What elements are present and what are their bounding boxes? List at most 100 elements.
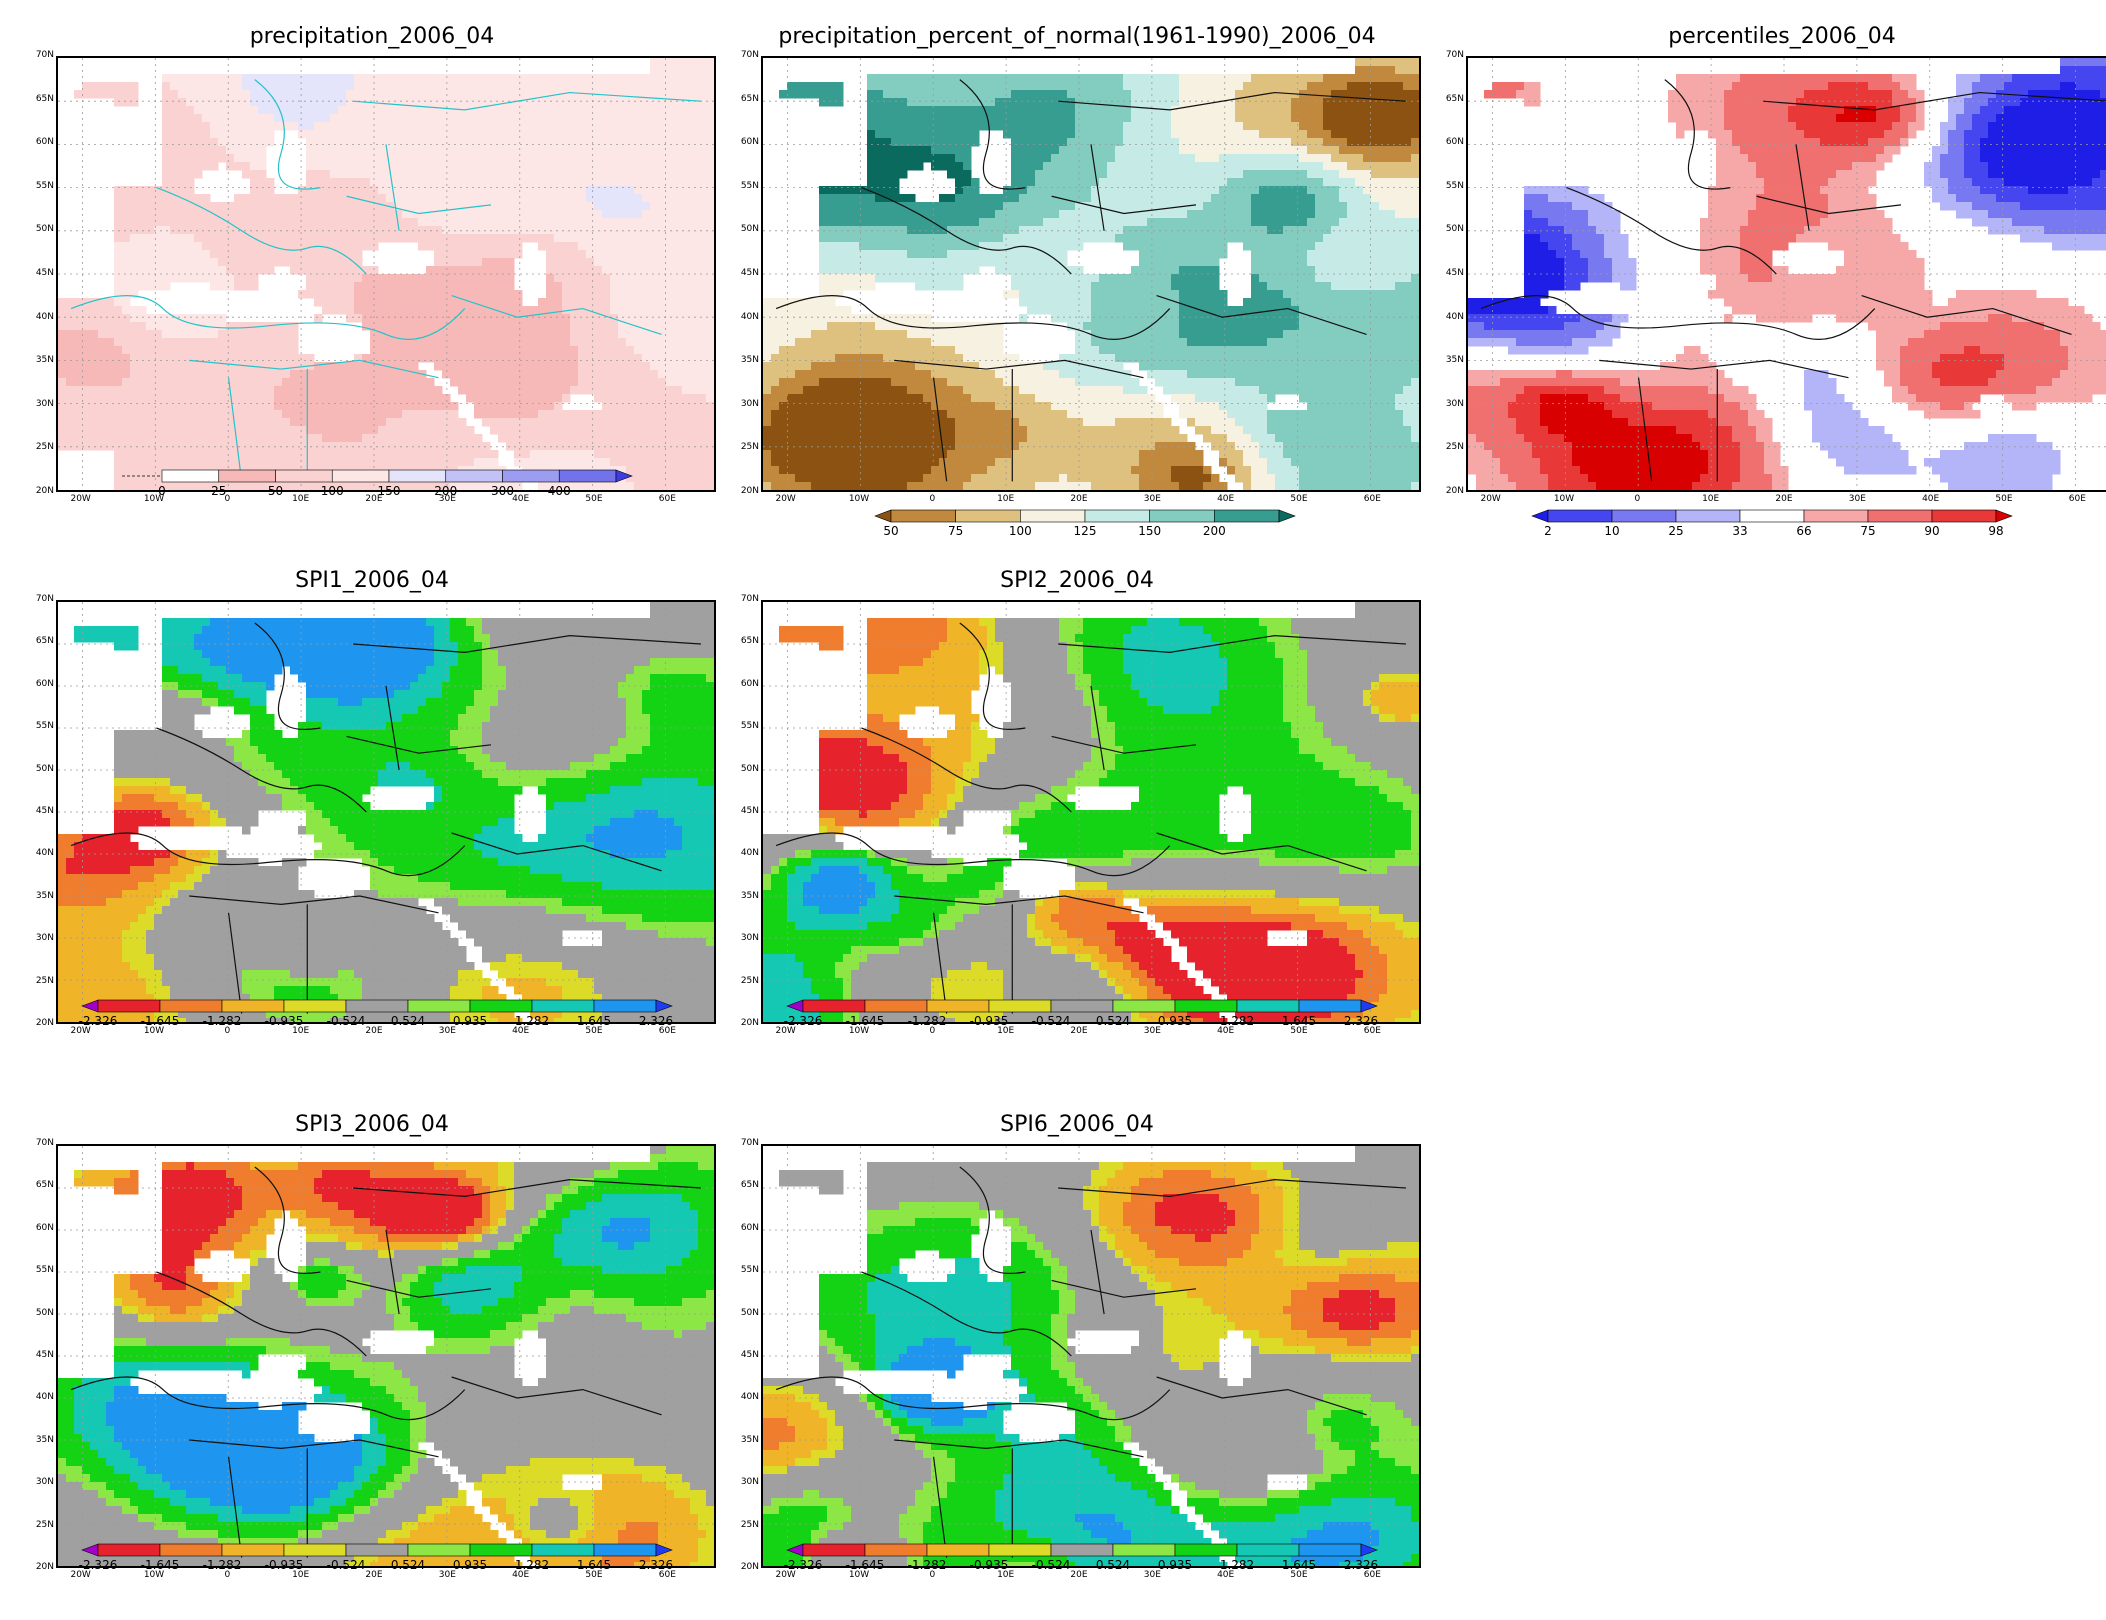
lat-tick-label: 35N <box>32 891 54 901</box>
lon-tick-label: 20W <box>771 494 801 504</box>
lon-tick-label: 30E <box>432 1026 462 1036</box>
lon-tick-label: 30E <box>1842 494 1872 504</box>
panel-title: percentiles_2006_04 <box>1432 24 2106 49</box>
map-field <box>58 1146 714 1566</box>
colorbar-swatch <box>890 509 956 523</box>
colorbar-label: 0.935 <box>440 1558 500 1572</box>
lon-tick-label: 10E <box>991 1570 1021 1580</box>
lat-tick-label: 50N <box>737 1308 759 1318</box>
lat-tick-label: 40N <box>737 312 759 322</box>
lat-tick-label: 70N <box>32 50 54 60</box>
lat-tick-label: 35N <box>32 355 54 365</box>
colorbar-swatch <box>1112 999 1176 1013</box>
panel-precipitation: precipitation_2006_04 70N 65N 60N 55N 50N 45N… <box>22 24 722 510</box>
colorbar-swatch <box>531 1543 595 1557</box>
map-field <box>58 58 714 490</box>
lon-tick-label: 60E <box>1357 494 1387 504</box>
colorbar-label: -0.524 <box>1021 1558 1081 1572</box>
lat-tick-label: 55N <box>737 1265 759 1275</box>
lon-tick-label: 50E <box>579 1026 609 1036</box>
lon-tick-label: 20W <box>66 1570 96 1580</box>
lat-tick-label: 60N <box>1442 137 1464 147</box>
lon-tick-label: 20W <box>771 1026 801 1036</box>
colorbar-swatch <box>926 1543 990 1557</box>
colorbar-label: 1.282 <box>502 1558 562 1572</box>
lon-tick-label: 50E <box>1284 494 1314 504</box>
colorbar-label: 1.645 <box>564 1014 624 1028</box>
lat-tick-label: 70N <box>737 1138 759 1148</box>
colorbar-swatch <box>531 999 595 1013</box>
lat-tick-label: 60N <box>32 137 54 147</box>
colorbar-label: 200 <box>416 484 476 498</box>
panel-title: SPI3_2006_04 <box>22 1112 722 1137</box>
lat-tick-label: 35N <box>32 1435 54 1445</box>
lat-tick-label: 45N <box>32 268 54 278</box>
colorbar-swatch <box>1236 999 1300 1013</box>
map-frame <box>1466 56 2106 492</box>
colorbar-arrow-right <box>1360 1543 1378 1557</box>
map-frame <box>56 1144 716 1568</box>
colorbar-label: 66 <box>1774 524 1834 538</box>
colorbar-swatch <box>283 999 347 1013</box>
colorbar-label: 100 <box>302 484 362 498</box>
lat-tick-label: 45N <box>32 1350 54 1360</box>
lat-tick-label: 65N <box>32 94 54 104</box>
colorbar-label: -1.645 <box>130 1014 190 1028</box>
colorbar-swatch <box>593 1543 657 1557</box>
lat-tick-label: 25N <box>32 1520 54 1530</box>
lat-tick-label: 60N <box>32 679 54 689</box>
colorbar-label: -1.645 <box>835 1014 895 1028</box>
lon-tick-label: 10E <box>991 1026 1021 1036</box>
lat-tick-label: 40N <box>32 312 54 322</box>
lat-tick-label: 50N <box>32 224 54 234</box>
lat-tick-label: 20N <box>737 1562 759 1572</box>
colorbar-label: -2.326 <box>68 1558 128 1572</box>
lon-tick-label: 10W <box>139 1026 169 1036</box>
lat-tick-label: 20N <box>32 1562 54 1572</box>
lat-tick-label: 65N <box>32 1180 54 1190</box>
colorbar-label: 75 <box>926 524 986 538</box>
lat-tick-label: 55N <box>737 181 759 191</box>
colorbar-arrow-left <box>81 1543 99 1557</box>
lat-tick-label: 70N <box>1442 50 1464 60</box>
lon-tick-label: 20W <box>1476 494 1506 504</box>
colorbar-label: -0.524 <box>316 1014 376 1028</box>
colorbar-label: -1.282 <box>192 1558 252 1572</box>
colorbar-arrow-right <box>1360 999 1378 1013</box>
colorbar-label: 400 <box>529 484 589 498</box>
colorbar-arrow-right <box>615 469 633 483</box>
colorbar-label: 10 <box>1582 524 1642 538</box>
colorbar-label: 150 <box>1120 524 1180 538</box>
colorbar-swatch <box>445 469 503 483</box>
colorbar-swatch <box>802 999 866 1013</box>
colorbar-label: 2.326 <box>626 1558 686 1572</box>
colorbar-swatch <box>988 999 1052 1013</box>
lat-tick-label: 45N <box>737 1350 759 1360</box>
lat-tick-label: 65N <box>737 1180 759 1190</box>
lat-tick-label: 55N <box>32 1265 54 1275</box>
colorbar-label: -1.282 <box>192 1014 252 1028</box>
map-frame <box>56 600 716 1024</box>
colorbar-swatch <box>802 1543 866 1557</box>
lon-tick-label: 40E <box>506 494 536 504</box>
colorbar-swatch <box>1739 509 1805 523</box>
lon-tick-label: 10W <box>139 1570 169 1580</box>
lat-tick-label: 60N <box>32 1223 54 1233</box>
colorbar-label: 0.524 <box>1083 1558 1143 1572</box>
lat-tick-label: 25N <box>737 1520 759 1530</box>
colorbar-label: 90 <box>1902 524 1962 538</box>
lon-tick-label: 40E <box>1211 494 1241 504</box>
panel-percent-of-normal: precipitation_percent_of_normal(1961-199… <box>727 24 1427 550</box>
colorbar-label: 2.326 <box>1331 1558 1391 1572</box>
colorbar-label: 98 <box>1966 524 2026 538</box>
lat-tick-label: 35N <box>737 891 759 901</box>
colorbar-swatch <box>345 1543 409 1557</box>
colorbar-label: 125 <box>1055 524 1115 538</box>
lon-tick-label: 40E <box>506 1026 536 1036</box>
map-field <box>1468 58 2106 490</box>
colorbar-label: 0.524 <box>1083 1014 1143 1028</box>
panel-title: precipitation_percent_of_normal(1961-199… <box>727 24 1427 49</box>
lat-tick-label: 40N <box>737 848 759 858</box>
lon-tick-label: 30E <box>1137 1570 1167 1580</box>
colorbar-swatch <box>345 999 409 1013</box>
